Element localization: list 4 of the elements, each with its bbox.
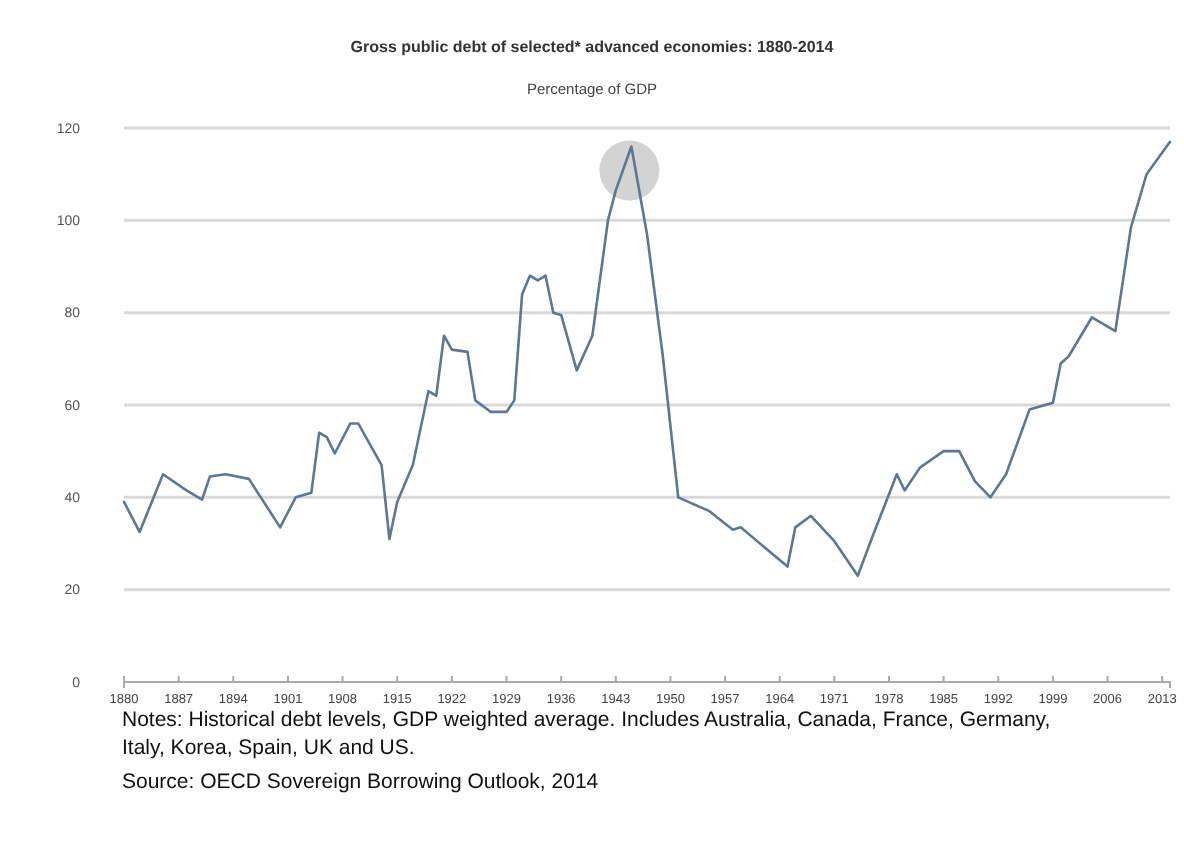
line-series bbox=[122, 140, 1172, 578]
chart-title: Gross public debt of selected* advanced economies: 1880-2014 bbox=[350, 38, 835, 56]
source-note: Source: OECD Sovereign Borrowing Outlook, 2014 bbox=[122, 770, 599, 794]
text: Notes: Historical debt levels, GDP weighted average. Includes Australia, Canada, France, Germany, Italy, Korea, Spain, UK and US. bbox=[122, 708, 1051, 760]
